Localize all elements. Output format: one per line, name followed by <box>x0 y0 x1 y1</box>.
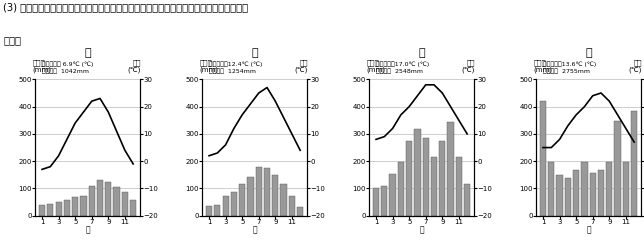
Text: 年降水量  1042mm: 年降水量 1042mm <box>42 68 89 74</box>
Bar <box>80 196 86 216</box>
Text: ア: ア <box>84 48 91 58</box>
Bar <box>239 184 245 216</box>
Bar <box>390 174 395 216</box>
Text: 気温: 気温 <box>299 59 308 66</box>
Bar <box>414 129 421 216</box>
Text: (mm): (mm) <box>366 67 385 73</box>
Text: 年平均気温12.4℃ (℃): 年平均気温12.4℃ (℃) <box>209 61 262 67</box>
Text: ウ: ウ <box>419 48 425 58</box>
Bar <box>448 122 453 216</box>
Bar <box>548 162 554 216</box>
Text: (mm): (mm) <box>199 67 218 73</box>
Bar <box>582 162 587 216</box>
Bar <box>214 205 220 216</box>
Bar <box>223 196 229 216</box>
Bar <box>590 173 596 216</box>
Text: 年平均気温 6.9℃ (℃): 年平均気温 6.9℃ (℃) <box>42 61 93 67</box>
X-axis label: 月: 月 <box>85 225 90 234</box>
Text: (℃): (℃) <box>629 67 642 73</box>
Text: 年降水量  2755mm: 年降水量 2755mm <box>543 68 590 74</box>
Bar <box>373 188 379 216</box>
Bar <box>264 168 270 216</box>
Bar <box>606 162 612 216</box>
Text: 降水量: 降水量 <box>32 59 45 66</box>
Text: 年降水量  1254mm: 年降水量 1254mm <box>209 68 256 74</box>
Bar <box>540 101 546 216</box>
Bar <box>39 205 45 216</box>
Bar <box>573 170 579 216</box>
Bar <box>422 138 429 216</box>
Text: エ: エ <box>585 48 592 58</box>
Text: 降水量: 降水量 <box>199 59 212 66</box>
Text: (mm): (mm) <box>32 67 52 73</box>
Bar <box>206 206 212 216</box>
Bar <box>565 178 571 216</box>
Bar <box>464 184 470 216</box>
Bar <box>623 162 629 216</box>
Text: (℃): (℃) <box>295 67 308 73</box>
Bar <box>231 192 237 216</box>
Bar <box>439 141 446 216</box>
Bar <box>113 187 120 216</box>
Bar <box>631 111 638 216</box>
Text: (3) 宮城県の県庁が置かれている都市の気温と降水量を示すグラフを，ア～エから選びな: (3) 宮城県の県庁が置かれている都市の気温と降水量を示すグラフを，ア～エから選… <box>3 2 249 12</box>
Bar <box>247 177 254 216</box>
Bar <box>272 175 278 216</box>
Bar <box>381 186 388 216</box>
X-axis label: 月: 月 <box>419 225 424 234</box>
Text: 気温: 気温 <box>634 59 642 66</box>
Text: イ: イ <box>251 48 258 58</box>
Bar <box>55 202 62 216</box>
Bar <box>456 157 462 216</box>
Text: 年平均気温17.0℃ (℃): 年平均気温17.0℃ (℃) <box>376 61 429 67</box>
Bar <box>614 121 621 216</box>
Bar <box>256 167 262 216</box>
Text: 降水量: 降水量 <box>533 59 546 66</box>
Bar <box>89 186 95 216</box>
Bar <box>122 192 128 216</box>
Text: 年降水量  2548mm: 年降水量 2548mm <box>376 68 423 74</box>
Bar <box>64 200 70 216</box>
Bar <box>72 197 79 216</box>
Bar <box>297 207 303 216</box>
Text: 気温: 気温 <box>466 59 475 66</box>
Bar <box>130 200 137 216</box>
X-axis label: 月: 月 <box>586 225 591 234</box>
Text: 年平均気温13.6℃ (℃): 年平均気温13.6℃ (℃) <box>543 61 596 67</box>
Bar <box>47 204 53 216</box>
Bar <box>97 180 103 216</box>
Bar <box>105 182 111 216</box>
Text: (℃): (℃) <box>462 67 475 73</box>
Text: (℃): (℃) <box>128 67 141 73</box>
Bar <box>406 141 412 216</box>
Text: 気温: 気温 <box>133 59 141 66</box>
Text: 降水量: 降水量 <box>366 59 379 66</box>
Bar <box>431 157 437 216</box>
Bar <box>556 175 563 216</box>
Text: (mm): (mm) <box>533 67 552 73</box>
Bar <box>281 184 287 216</box>
Bar <box>289 196 295 216</box>
Bar <box>398 162 404 216</box>
Bar <box>598 170 604 216</box>
Text: さい。: さい。 <box>3 35 21 45</box>
X-axis label: 月: 月 <box>252 225 257 234</box>
